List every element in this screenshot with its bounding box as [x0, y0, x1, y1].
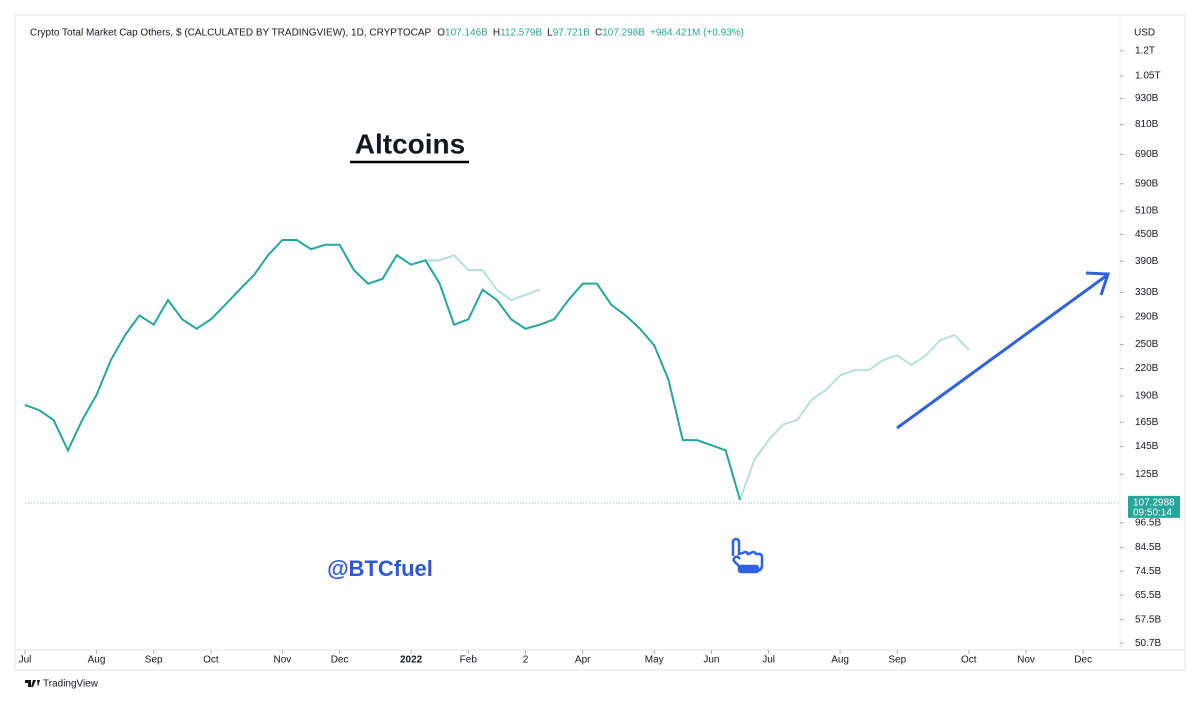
y-tick-label: 190B	[1135, 391, 1159, 402]
y-tick-label: 690B	[1135, 149, 1159, 160]
ohlc-value: 107.298B	[602, 28, 645, 39]
hand-icon	[731, 537, 764, 574]
y-tick-label: 290B	[1135, 311, 1159, 322]
ohlc-value: 107.146B	[445, 28, 488, 39]
y-tick-label: 96.5B	[1135, 517, 1161, 528]
x-tick-label: Sep	[888, 655, 906, 666]
title: Altcoins	[355, 128, 465, 159]
y-tick-label: 57.5B	[1135, 614, 1161, 625]
y-tick-label: 145B	[1135, 441, 1159, 452]
series-line	[24, 238, 741, 501]
x-tick-label: Dec	[331, 655, 349, 666]
y-tick-label: 220B	[1135, 363, 1159, 374]
last-price: 107.2988	[1133, 498, 1175, 509]
hand	[731, 537, 764, 573]
arrow-line	[896, 274, 1107, 430]
x-tick-label: 2	[523, 655, 529, 666]
x-tick-label: Jul	[19, 655, 32, 666]
y-tick-label: 510B	[1135, 206, 1159, 217]
x-tick-label: Aug	[831, 655, 849, 666]
x-tick-label: Jul	[762, 655, 775, 666]
y-tick-label: 165B	[1135, 417, 1159, 428]
ohlc-value: 97.721B	[553, 28, 591, 39]
y-tick-label: 1.2T	[1135, 45, 1155, 56]
change: +984.421M (+0.93%)	[650, 28, 744, 39]
x-tick-label: Oct	[961, 655, 977, 666]
footer-text: TradingView	[43, 679, 99, 690]
ohlc-label: L	[547, 28, 553, 39]
ohlc-legend: O 107.146B H 112.579B L 97.721B C 107.298B +984.…	[437, 28, 744, 39]
ohlc-label: C	[595, 28, 602, 39]
y-tick-label: 450B	[1135, 229, 1159, 240]
x-tick-label: Nov	[274, 655, 292, 666]
footer: TradingView	[25, 679, 99, 690]
y-tick-label: 1.05T	[1135, 70, 1161, 81]
ohlc-label: O	[437, 28, 445, 39]
arrow-head	[1085, 271, 1111, 296]
y-tick-label: 74.5B	[1135, 566, 1161, 577]
ohlc-value: 112.579B	[500, 28, 542, 39]
y-tick-label: 125B	[1135, 469, 1159, 480]
x-tick-label: Aug	[88, 655, 106, 666]
x-tick-label: May	[645, 655, 664, 666]
logo	[25, 680, 40, 687]
x-tick-label: 2022	[400, 655, 423, 666]
y-tick-label: 65.5B	[1135, 590, 1161, 601]
x-tick-label: Apr	[575, 655, 591, 666]
currency: USD	[1134, 28, 1155, 39]
arrow	[896, 271, 1111, 430]
x-tick-label: Feb	[460, 655, 478, 666]
x-tick-label: Jun	[703, 655, 719, 666]
series-line	[425, 253, 970, 501]
header: Crypto Total Market Cap Others, $ (CALCU…	[30, 28, 432, 39]
ohlc-label: H	[493, 28, 500, 39]
hand-cuff	[737, 564, 760, 574]
y-tick-label: 250B	[1135, 339, 1159, 350]
y-tick-label: 810B	[1135, 119, 1159, 130]
x-tick-label: Oct	[203, 655, 219, 666]
y-tick-label: 84.5B	[1135, 542, 1161, 553]
countdown: 09:50:14	[1133, 508, 1172, 519]
y-tick-label: 390B	[1135, 256, 1159, 267]
watermark: @BTCfuel	[327, 556, 433, 581]
frame	[14, 14, 1186, 671]
y-tick-label: 590B	[1135, 178, 1159, 189]
y-tick-label: 50.7B	[1135, 638, 1161, 649]
last-price-box	[1128, 495, 1180, 518]
x-tick-label: Dec	[1074, 655, 1092, 666]
x-tick-label: Nov	[1017, 655, 1035, 666]
y-tick-label: 930B	[1135, 93, 1159, 104]
x-tick-label: Sep	[145, 655, 163, 666]
y-tick-label: 330B	[1135, 287, 1159, 298]
